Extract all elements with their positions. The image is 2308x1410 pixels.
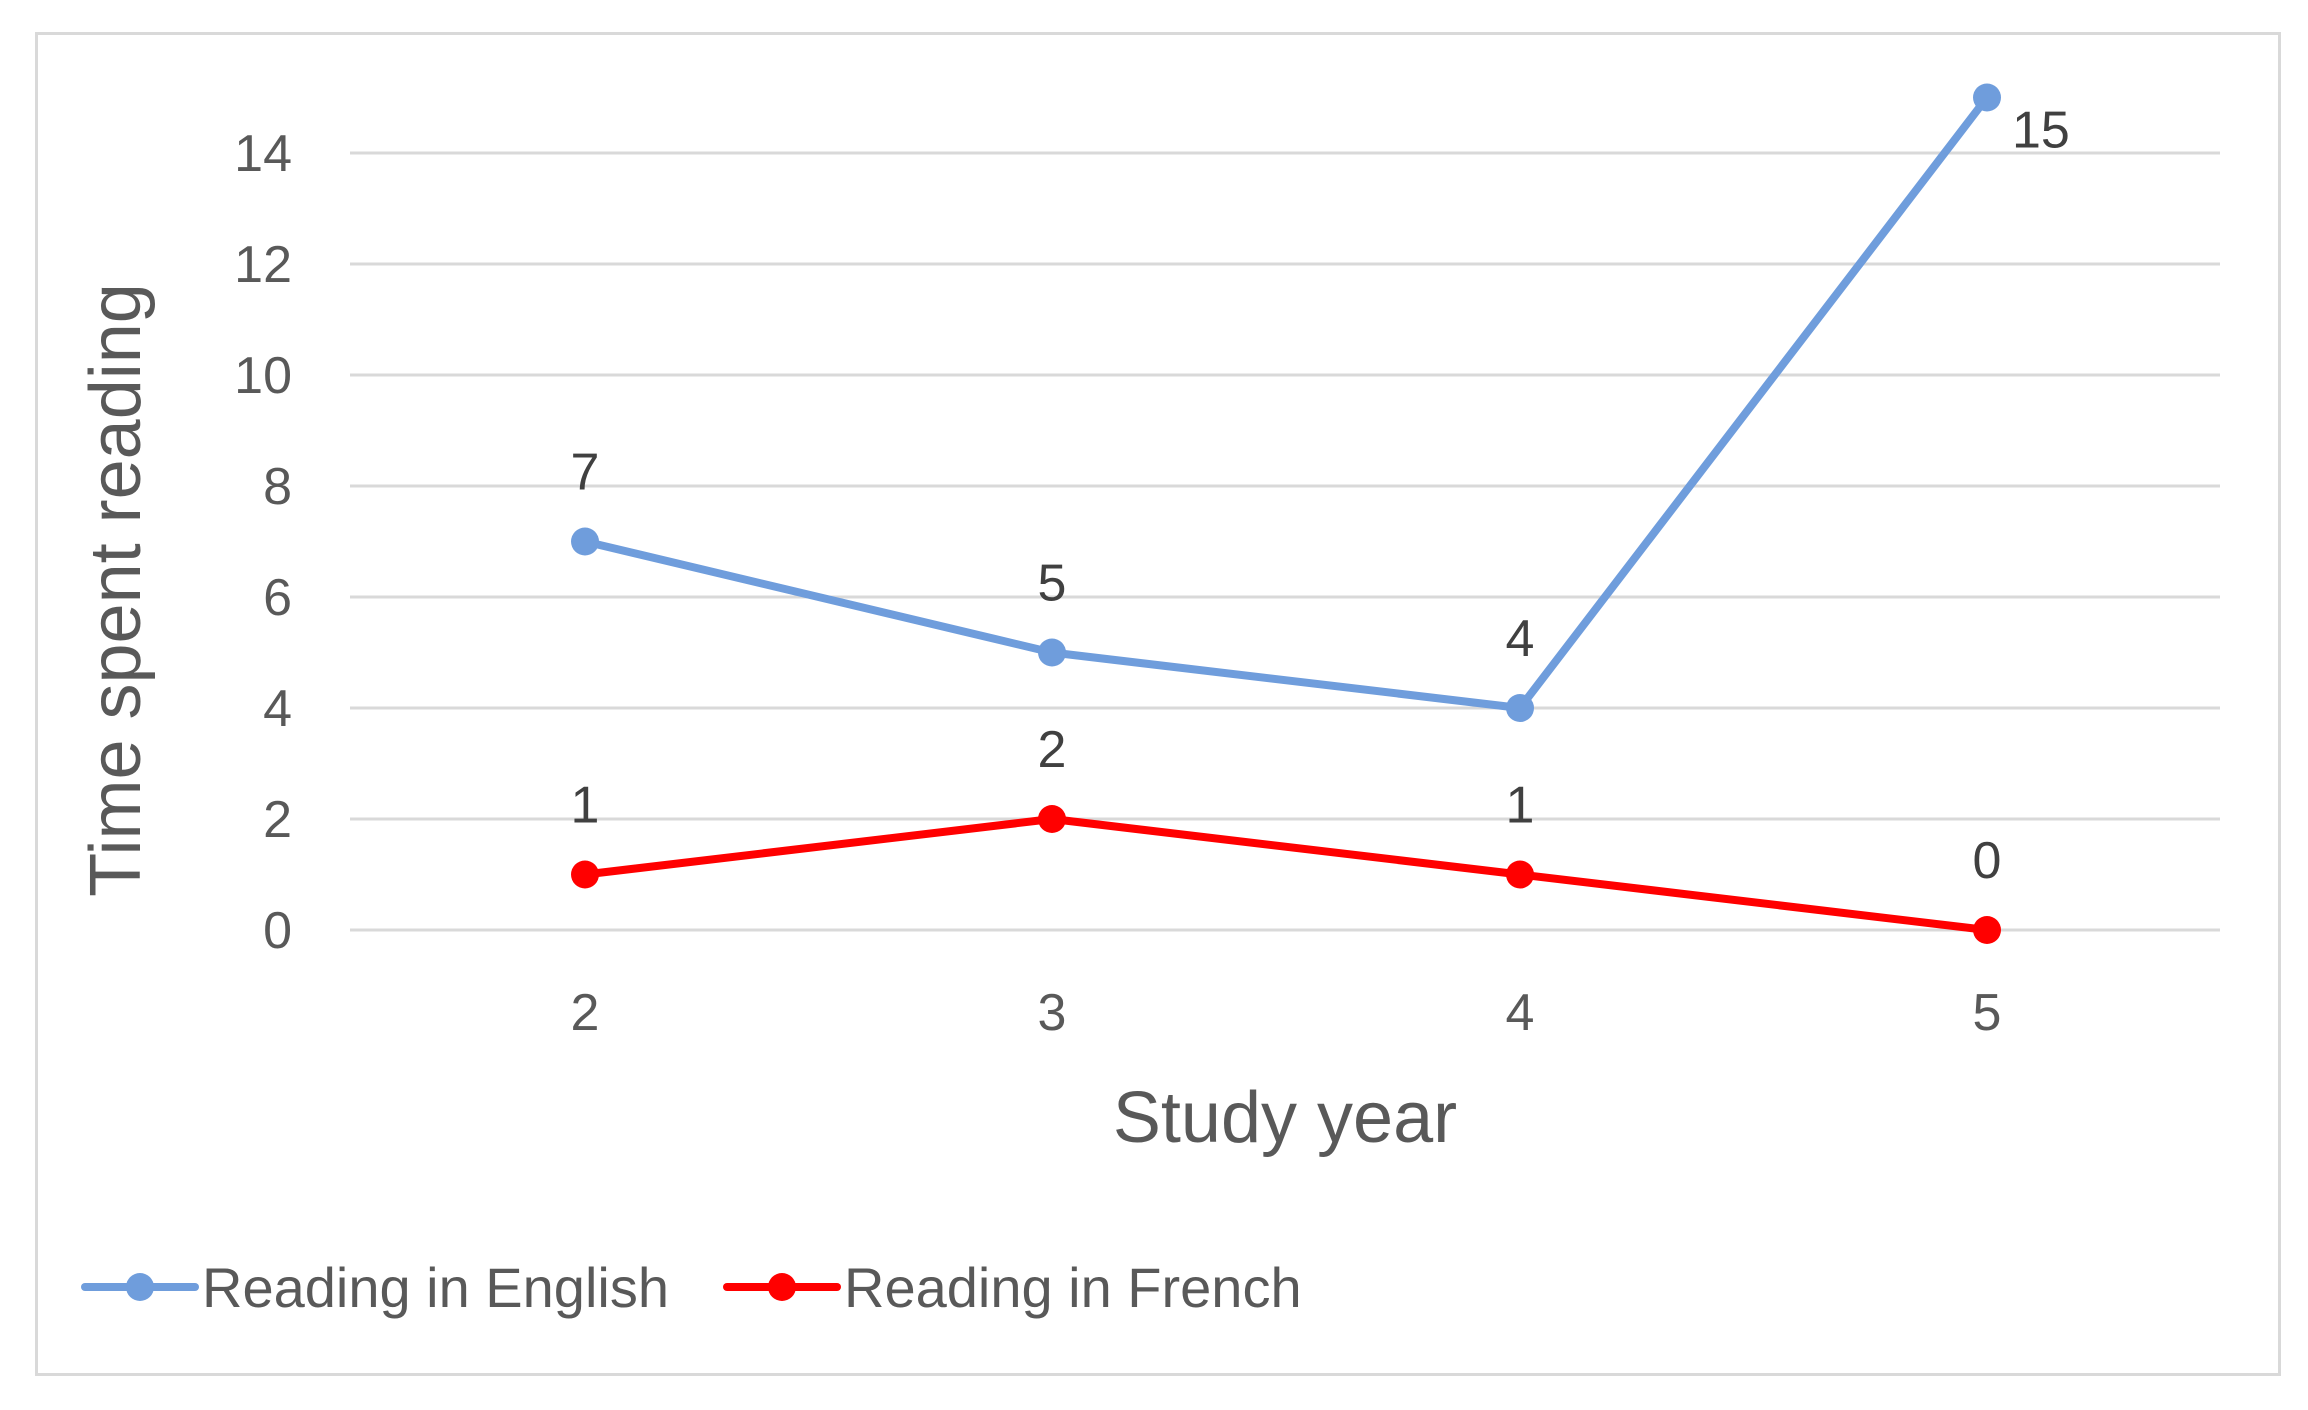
y-axis-title: Time spent reading xyxy=(76,283,156,897)
y-tick-label: 6 xyxy=(263,569,292,627)
chart-frame xyxy=(35,32,2281,1376)
y-tick-label: 10 xyxy=(234,347,292,405)
data-label: 4 xyxy=(1506,610,1535,668)
series-0-point xyxy=(1973,83,2001,112)
series-1-point xyxy=(1038,805,1066,833)
y-tick-label: 2 xyxy=(263,791,292,849)
legend-label: Reading in French xyxy=(844,1256,1302,1319)
series-lines xyxy=(571,83,2001,944)
series-0-point xyxy=(1038,638,1066,667)
series-1-point xyxy=(1973,916,2001,944)
series-0-point xyxy=(1506,694,1534,722)
data-label: 5 xyxy=(1038,555,1067,613)
legend-item-0: Reading in English xyxy=(81,1256,669,1319)
series-line-0 xyxy=(581,93,1991,712)
legend-swatch-marker xyxy=(126,1273,154,1301)
y-axis-ticks: 0 2 4 6 8 10 12 14 xyxy=(234,125,292,960)
series-1-point xyxy=(571,860,599,889)
x-tick-label: 5 xyxy=(1973,984,2002,1042)
legend-label: Reading in English xyxy=(202,1256,669,1319)
y-tick-label: 8 xyxy=(263,458,292,516)
series-1-point xyxy=(1506,860,1534,889)
data-label: 0 xyxy=(1973,832,2002,890)
data-label: 2 xyxy=(1038,721,1067,779)
y-tick-label: 12 xyxy=(234,236,292,294)
x-axis-ticks: 2 3 4 5 xyxy=(571,984,2002,1042)
legend-swatch-marker xyxy=(768,1273,796,1301)
data-label: 1 xyxy=(1506,777,1535,835)
x-tick-label: 4 xyxy=(1506,984,1535,1042)
series-0-point xyxy=(571,527,599,556)
y-tick-label: 4 xyxy=(263,680,292,738)
y-tick-label: 0 xyxy=(263,902,292,960)
gridlines xyxy=(350,151,2220,932)
data-label: 1 xyxy=(571,777,600,835)
x-tick-label: 3 xyxy=(1038,984,1067,1042)
series-line-1 xyxy=(581,815,1991,934)
data-label: 7 xyxy=(571,444,600,502)
x-axis-title: Study year xyxy=(1113,1078,1457,1158)
legend: Reading in English Reading in French xyxy=(81,1256,1302,1319)
y-tick-label: 14 xyxy=(234,125,292,183)
x-tick-label: 2 xyxy=(571,984,600,1042)
data-label: 15 xyxy=(2012,102,2070,160)
legend-item-1: Reading in French xyxy=(723,1256,1302,1319)
data-labels: 7 5 4 15 1 2 1 0 xyxy=(571,102,2070,891)
